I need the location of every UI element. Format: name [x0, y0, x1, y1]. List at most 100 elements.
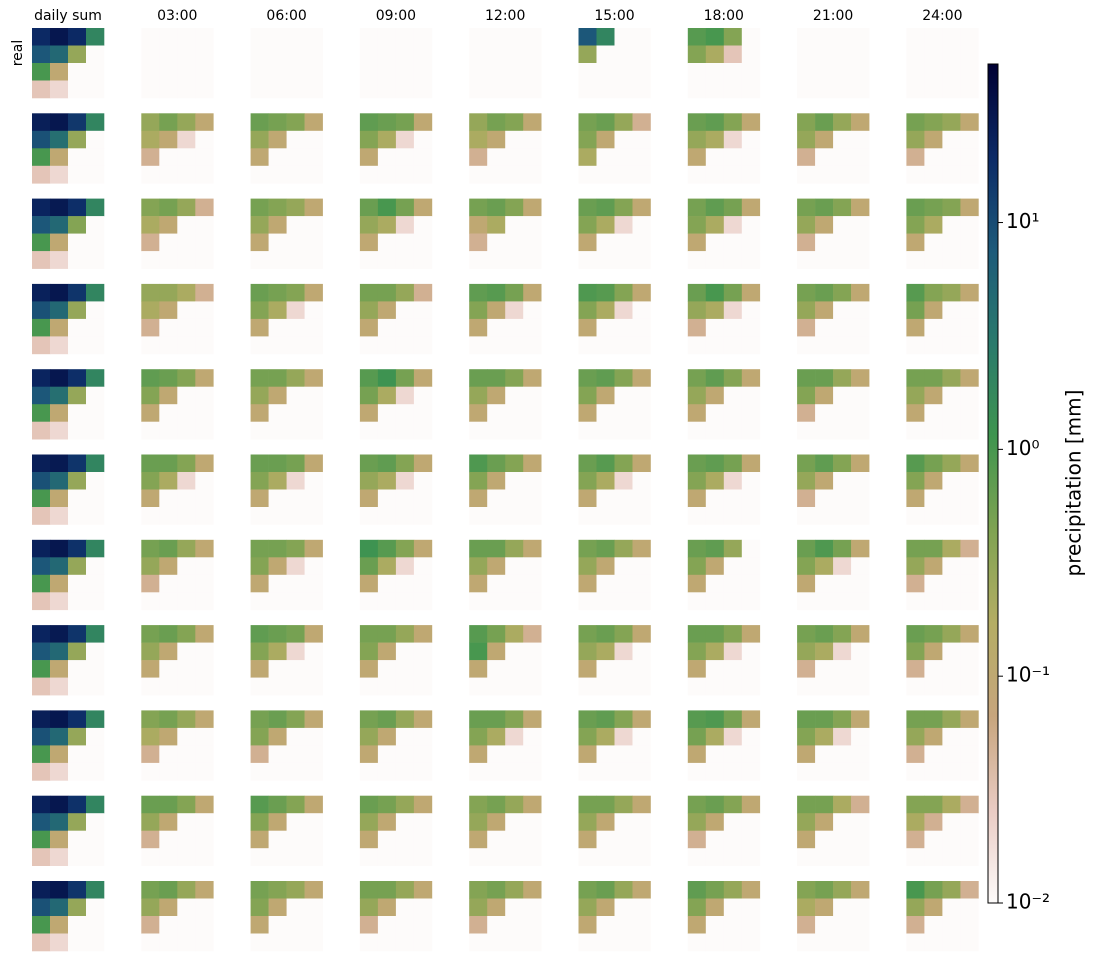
heatmap-cell: [469, 574, 488, 593]
heatmap-cell: [523, 727, 542, 746]
heatmap-cell: [505, 898, 524, 917]
heatmap-cell: [596, 489, 615, 508]
heatmap-cell: [815, 848, 834, 866]
heatmap-cell: [68, 539, 87, 558]
heatmap-cell: [942, 642, 961, 661]
heatmap-cell: [596, 507, 615, 525]
heatmap-cell: [413, 881, 433, 899]
heatmap-cell: [469, 233, 488, 252]
heatmap-cell: [32, 677, 51, 696]
heatmap-cell: [815, 301, 834, 320]
heatmap-cell: [578, 318, 597, 337]
heatmap-cell: [487, 386, 506, 405]
heatmap-cell: [487, 592, 506, 611]
heatmap-cell: [250, 727, 269, 746]
heatmap-cell: [68, 233, 87, 252]
heatmap-cell: [632, 916, 651, 934]
heatmap-cell: [469, 677, 488, 696]
heatmap-cell: [268, 454, 287, 473]
heatmap-cell: [268, 762, 287, 781]
heatmap-cell: [487, 642, 506, 661]
heatmap-cell: [960, 165, 979, 184]
heatmap-cell: [741, 113, 761, 132]
heatmap-cell: [942, 898, 961, 917]
heatmap-cell: [505, 80, 524, 99]
heatmap-cell: [924, 625, 943, 643]
heatmap-cell: [268, 404, 287, 422]
heatmap-cell: [942, 933, 961, 952]
heatmap-cell: [377, 386, 397, 405]
heatmap-cell: [413, 795, 433, 814]
heatmap-cell: [177, 318, 196, 337]
heatmap-cell: [268, 216, 287, 234]
heatmap-cell: [833, 625, 852, 643]
heatmap-cell: [395, 251, 415, 269]
heatmap-cell: [632, 472, 651, 490]
heatmap-cell: [195, 848, 214, 866]
heatmap-cell: [286, 660, 305, 678]
heatmap-cell: [86, 336, 105, 355]
heatmap-cell: [632, 454, 651, 473]
heatmap-cell: [159, 745, 178, 764]
heatmap-cell: [32, 198, 51, 217]
heatmap-cell: [304, 677, 323, 696]
heatmap-cell: [68, 165, 87, 184]
heatmap-cell: [413, 233, 433, 252]
heatmap-cell: [851, 710, 870, 729]
heatmap-cell: [304, 421, 323, 440]
heatmap-cell: [960, 916, 979, 934]
heatmap-cell: [797, 198, 816, 217]
heatmap-cell: [32, 63, 51, 81]
heatmap-cell: [195, 660, 214, 678]
heatmap-cell: [614, 28, 633, 46]
heatmap-cell: [377, 318, 397, 337]
heatmap-cell: [741, 336, 761, 355]
heatmap-cell: [286, 489, 305, 508]
heatmap-cell: [250, 745, 269, 764]
heatmap-cell: [395, 727, 415, 746]
heatmap-cell: [851, 574, 870, 593]
heatmap-cell: [141, 369, 160, 387]
heatmap-cell: [50, 148, 69, 167]
heatmap-cell: [960, 813, 979, 831]
heatmap-cell: [68, 404, 87, 422]
heatmap-cell: [960, 660, 979, 678]
heatmap-cell: [359, 489, 379, 508]
heatmap-cell: [815, 233, 834, 252]
heatmap-cell: [614, 642, 633, 661]
heatmap-cell: [32, 592, 51, 611]
heatmap-cell: [741, 28, 761, 46]
heatmap-cell: [377, 369, 397, 387]
heatmap-cell: [469, 881, 488, 899]
heatmap-cell: [523, 830, 542, 849]
heatmap-cell: [413, 283, 433, 302]
heatmap-cell: [304, 28, 323, 46]
heatmap-cell: [505, 933, 524, 952]
heatmap-cell: [924, 539, 943, 558]
heatmap-cell: [377, 421, 397, 440]
colorbar-tick-label: 10⁰: [1006, 436, 1039, 460]
heatmap-cell: [177, 80, 196, 99]
heatmap-cell: [286, 745, 305, 764]
heatmap-cell: [815, 762, 834, 781]
heatmap-cell: [50, 745, 69, 764]
heatmap-cell: [159, 795, 178, 814]
heatmap-cell: [906, 830, 925, 849]
heatmap-cell: [250, 660, 269, 678]
heatmap-cell: [815, 472, 834, 490]
heatmap-cell: [906, 216, 925, 234]
heatmap-cell: [723, 813, 743, 831]
heatmap-cell: [469, 165, 488, 184]
heatmap-cell: [141, 557, 160, 576]
heatmap-cell: [413, 898, 433, 917]
heatmap-cell: [723, 301, 743, 320]
heatmap-cell: [395, 830, 415, 849]
heatmap-cell: [395, 660, 415, 678]
heatmap-cell: [942, 421, 961, 440]
heatmap-cell: [741, 80, 761, 99]
heatmap-cell: [906, 404, 925, 422]
heatmap-cell: [304, 592, 323, 611]
heatmap-cell: [614, 251, 633, 269]
heatmap-cell: [797, 113, 816, 132]
heatmap-cell: [487, 283, 506, 302]
